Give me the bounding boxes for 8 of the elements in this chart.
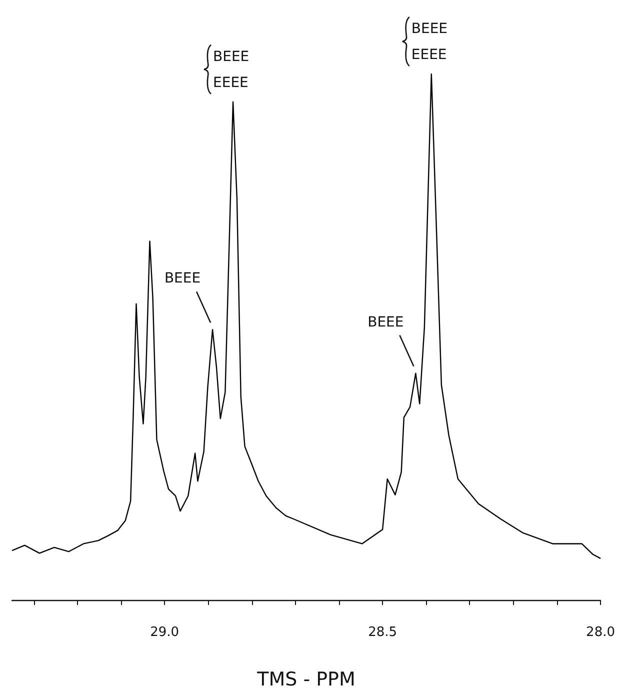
annotation: BEEE EEEE (213, 48, 250, 91)
x-tick-label: 28.5 (368, 625, 398, 640)
annotation: BEEE EEEE (411, 21, 448, 63)
x-axis-title: TMS - PPM (256, 668, 356, 690)
x-tick-label: 28.0 (586, 625, 616, 640)
annotation: BEEE (164, 270, 201, 287)
x-tick-label: 29.0 (150, 625, 180, 640)
annotation: BEEE (368, 314, 404, 330)
